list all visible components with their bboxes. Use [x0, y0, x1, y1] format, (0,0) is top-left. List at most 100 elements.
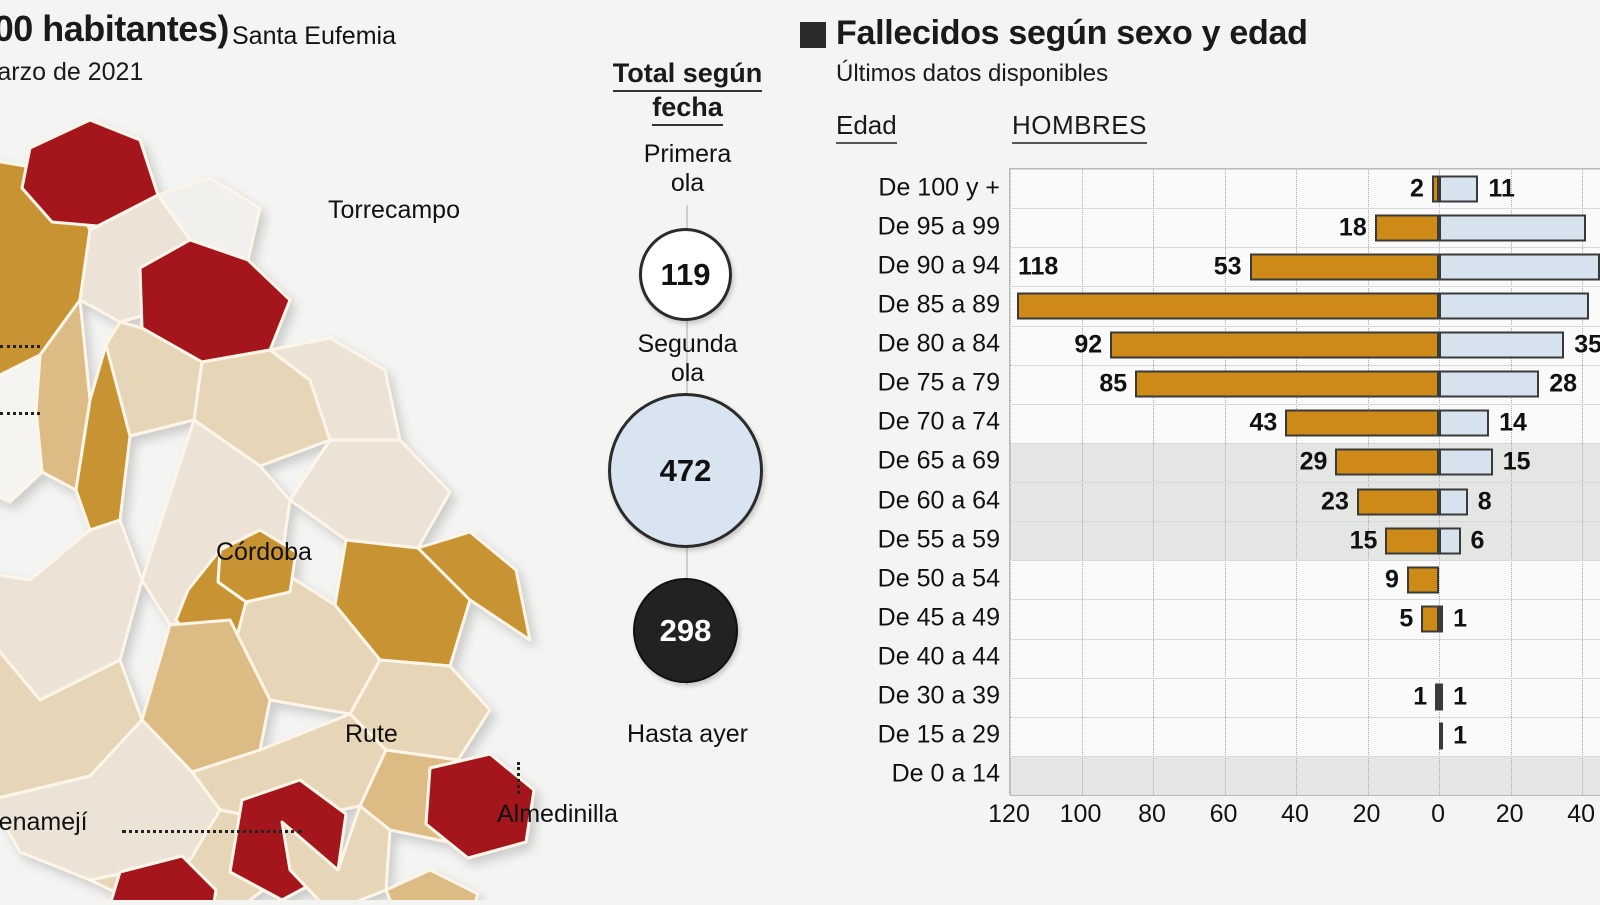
- bar-value-hombres: 2: [1410, 174, 1424, 203]
- table-row[interactable]: [1010, 756, 1600, 795]
- age-label-column: De 100 y + De 95 a 99 De 90 a 94 De 85 a 89…: [800, 168, 1000, 795]
- table-row[interactable]: 53: [1010, 247, 1600, 286]
- axis-tick-label: 40: [1281, 800, 1309, 828]
- map-label-benameji: Benamejí: [0, 808, 88, 836]
- table-row[interactable]: 85 28: [1010, 365, 1600, 404]
- row-band: [1010, 755, 1600, 795]
- table-row[interactable]: [1010, 639, 1600, 678]
- table-row[interactable]: 2 11: [1010, 169, 1600, 208]
- column-header-edad: Edad: [836, 110, 897, 144]
- bar-hombres[interactable]: [1249, 253, 1440, 281]
- plot-bottom-border: [1010, 795, 1600, 796]
- row-separator: [1010, 403, 1600, 405]
- age-group-label: De 55 a 59: [877, 525, 1000, 554]
- age-group-label: De 70 a 74: [877, 407, 1000, 436]
- table-row[interactable]: 23 8: [1010, 482, 1600, 521]
- waves-title: Total según fecha: [575, 58, 800, 126]
- bar-value-hombres: 92: [1074, 330, 1103, 359]
- table-row[interactable]: 9: [1010, 560, 1600, 599]
- bar-mujeres[interactable]: [1439, 683, 1444, 711]
- age-group-label: De 85 a 89: [877, 290, 1000, 319]
- table-row[interactable]: 118: [1010, 252, 1600, 325]
- bar-mujeres[interactable]: [1439, 722, 1444, 750]
- map-label-torrecampo: Torrecampo: [328, 196, 460, 224]
- axis-tick-label: 0: [1431, 800, 1446, 828]
- population-pyramid-plot[interactable]: 2 11 18 53 118 92 35 85 28 43 14 29 15 23 8 15 6 9 5 1 1 1 1: [1009, 168, 1600, 796]
- age-group-label: De 40 a 44: [877, 642, 1000, 671]
- bar-hombres[interactable]: [1110, 331, 1440, 359]
- bar-mujeres[interactable]: [1439, 175, 1479, 203]
- bar-mujeres[interactable]: [1439, 292, 1590, 320]
- wave-circle-primera-ola[interactable]: 119: [639, 228, 732, 321]
- bar-mujeres[interactable]: [1439, 331, 1565, 359]
- map-title: cidos (nº/100.000 habitantes): [0, 8, 229, 49]
- bar-hombres[interactable]: [1335, 448, 1440, 476]
- wave-caption-primera: Primera ola: [643, 140, 732, 197]
- age-group-label: De 100 y +: [878, 173, 1000, 202]
- bar-mujeres[interactable]: [1439, 253, 1600, 281]
- age-group-label: De 50 a 54: [877, 564, 1000, 593]
- bar-hombres[interactable]: [1435, 683, 1440, 711]
- table-row[interactable]: 29 15: [1010, 443, 1600, 482]
- bar-hombres[interactable]: [1017, 292, 1440, 320]
- bar-mujeres[interactable]: [1439, 488, 1468, 516]
- column-header-hombres: HOMBRES: [1012, 110, 1147, 144]
- wave-circle-hasta-ayer[interactable]: 298: [633, 578, 738, 683]
- bar-mujeres[interactable]: [1439, 409, 1490, 437]
- bar-hombres[interactable]: [1356, 488, 1440, 516]
- row-separator: [1010, 638, 1600, 640]
- row-separator: [1010, 716, 1600, 718]
- bar-mujeres[interactable]: [1439, 605, 1444, 633]
- bar-hombres[interactable]: [1374, 214, 1440, 242]
- bar-mujeres[interactable]: [1439, 527, 1461, 555]
- chart-title: Fallecidos según sexo y edad: [836, 14, 1308, 52]
- bar-mujeres[interactable]: [1439, 448, 1493, 476]
- row-separator: [1010, 755, 1600, 757]
- bar-hombres[interactable]: [1431, 175, 1440, 203]
- bar-mujeres[interactable]: [1439, 370, 1540, 398]
- row-separator: [1010, 325, 1600, 327]
- bar-mujeres[interactable]: [1439, 214, 1586, 242]
- bar-hombres[interactable]: [1385, 527, 1440, 555]
- table-row[interactable]: 18: [1010, 208, 1600, 247]
- bar-value-mujeres: 11: [1488, 174, 1515, 203]
- bar-hombres[interactable]: [1406, 566, 1440, 594]
- row-separator: [1010, 482, 1600, 483]
- wave-circle-segunda-ola[interactable]: 472: [608, 393, 763, 548]
- age-group-label: De 75 a 79: [877, 368, 1000, 397]
- age-group-label: De 90 a 94: [877, 251, 1000, 280]
- table-row[interactable]: 15 6: [1010, 521, 1600, 560]
- bar-hombres[interactable]: [1285, 409, 1440, 437]
- row-band: [1010, 521, 1600, 561]
- bar-value-hombres: 29: [1299, 447, 1328, 476]
- cordoba-choropleth-map[interactable]: [0, 100, 580, 905]
- table-row[interactable]: 92 35: [1010, 326, 1600, 365]
- row-separator: [1010, 247, 1600, 249]
- row-separator: [1010, 599, 1600, 601]
- bar-hombres[interactable]: [1421, 605, 1440, 633]
- bar-value-mujeres: 15: [1502, 447, 1531, 476]
- row-separator: [1010, 286, 1600, 288]
- bar-value-hombres: 18: [1338, 213, 1367, 242]
- waves-panel: Total según fecha Primera ola 119 Segund…: [575, 0, 800, 900]
- axis-tick-label: 80: [1138, 800, 1166, 828]
- age-group-label: De 45 a 49: [877, 603, 1000, 632]
- table-row[interactable]: 43 14: [1010, 404, 1600, 443]
- bar-hombres[interactable]: [1135, 370, 1440, 398]
- age-group-label: De 65 a 69: [877, 446, 1000, 475]
- row-separator: [1010, 208, 1600, 210]
- row-separator: [1010, 169, 1600, 170]
- row-separator: [1010, 560, 1600, 562]
- wave-caption-hasta-ayer: Hasta ayer: [627, 720, 748, 748]
- map-subtitle: zo de 2020 al 12 de marzo de 2021: [0, 58, 144, 86]
- bar-value-hombres: 15: [1349, 526, 1378, 555]
- row-separator: [1010, 677, 1600, 679]
- table-row[interactable]: 1: [1010, 717, 1600, 756]
- leader-line-left-upper: [0, 345, 40, 348]
- bar-value-hombres: 118: [1018, 252, 1059, 281]
- bar-value-hombres: 5: [1399, 604, 1414, 633]
- bullet-square-icon: [800, 22, 826, 48]
- wave-value-hasta: 298: [659, 612, 712, 648]
